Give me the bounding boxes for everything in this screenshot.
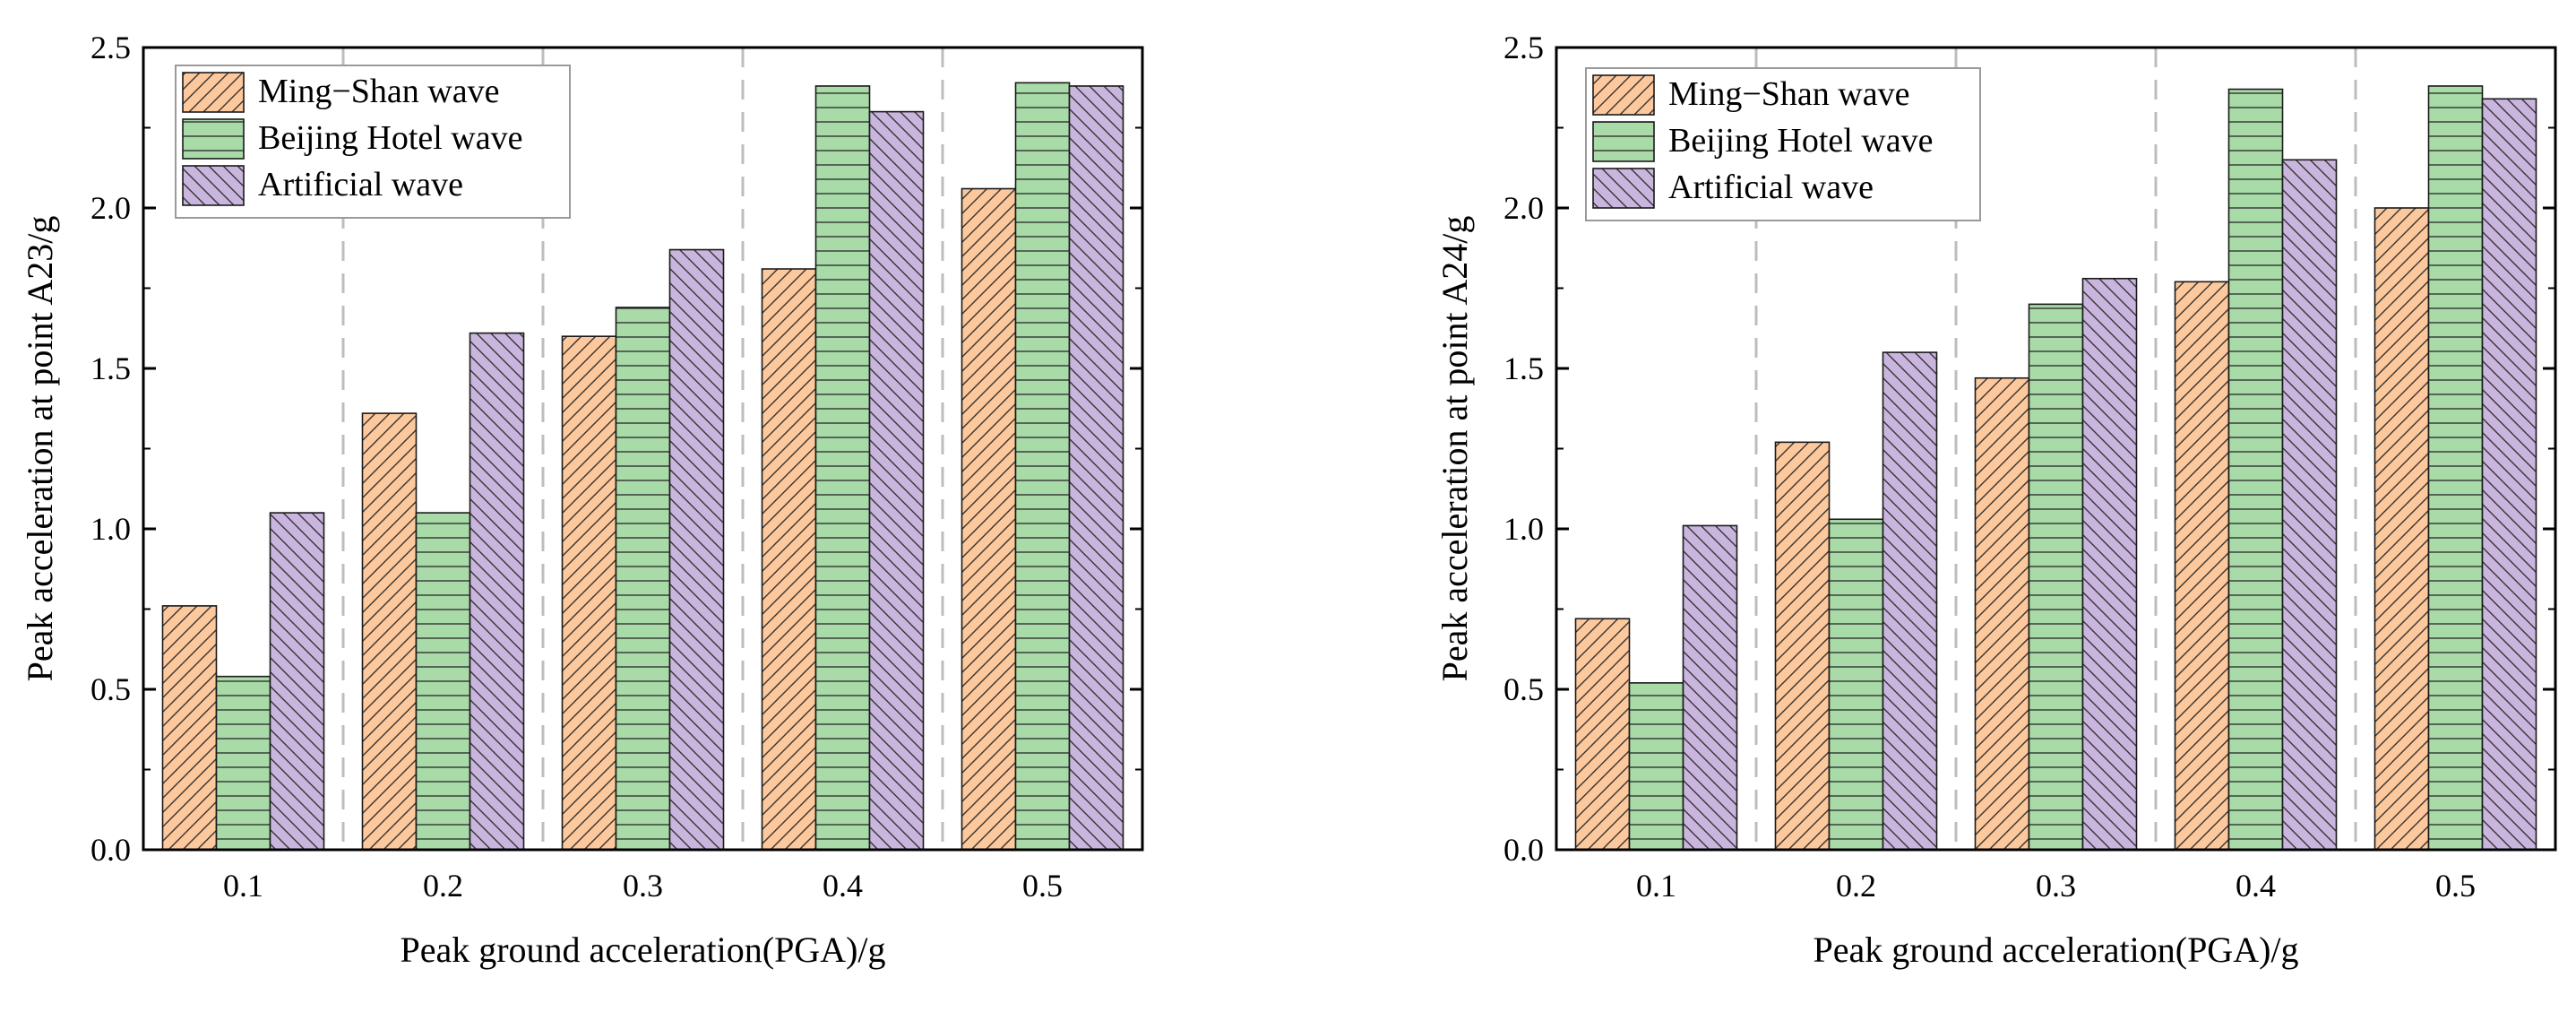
y-axis-title: Peak acceleration at point A24/g [1434, 216, 1475, 682]
legend-label: Beijing Hotel wave [1668, 122, 1933, 160]
bar-ming-shan-wave-0.3 [1974, 376, 2030, 851]
x-tick-label: 0.2 [1836, 868, 1876, 904]
bar-beijing-hotel-wave-0.3 [2028, 303, 2084, 851]
bar-ming-shan-wave-0.4 [2174, 281, 2230, 851]
bar-artificial-wave-0.1 [269, 512, 325, 851]
y-tick-label: 1.0 [1503, 511, 1544, 547]
x-tick-label: 0.2 [423, 868, 463, 904]
bar-artificial-wave-0.3 [2081, 277, 2138, 851]
bar-artificial-wave-0.3 [668, 248, 725, 851]
y-tick-label: 0.0 [1503, 832, 1544, 868]
bar-beijing-hotel-wave-0.5 [2427, 85, 2484, 851]
legend: Ming−Shan wave Beijing Hotel wave Artifici… [1585, 67, 1981, 221]
legend-swatch [182, 118, 245, 160]
legend-swatch [182, 72, 245, 113]
bar-beijing-hotel-wave-0.4 [2227, 88, 2284, 851]
x-tick-label: 0.4 [823, 868, 863, 904]
y-tick-label: 2.0 [1503, 190, 1544, 226]
chart-panel-2: 0.0 0.5 1.0 1.5 2.0 2.5 0.1 0.2 0.3 0.4 0.5 Peak gr… [1434, 30, 2557, 970]
x-tick-label: 0.5 [1022, 868, 1063, 904]
legend-swatch [1592, 74, 1655, 116]
bar-beijing-hotel-wave-0.1 [215, 675, 271, 851]
legend-swatch [1592, 121, 1655, 162]
y-tick-label: 0.0 [90, 832, 131, 868]
legend: Ming−Shan wave Beijing Hotel wave Artifici… [175, 65, 571, 219]
y-tick-label: 2.5 [90, 30, 131, 65]
x-axis-title: Peak ground acceleration(PGA)/g [1813, 930, 2298, 970]
y-tick-label: 1.5 [1503, 350, 1544, 386]
legend-label: Beijing Hotel wave [258, 119, 522, 157]
legend-label: Ming−Shan wave [1668, 75, 1909, 113]
x-tick-label: 0.3 [623, 868, 663, 904]
y-tick-label: 0.5 [1503, 671, 1544, 707]
y-tick-label: 1.0 [90, 511, 131, 547]
legend-swatch [1592, 168, 1655, 209]
x-tick-label: 0.4 [2236, 868, 2276, 904]
x-tick-label: 0.1 [223, 868, 263, 904]
legend-label: Artificial wave [1668, 169, 1874, 206]
bar-beijing-hotel-wave-0.5 [1014, 82, 1071, 851]
bar-artificial-wave-0.1 [1682, 524, 1738, 851]
legend-label: Artificial wave [258, 166, 463, 203]
bar-artificial-wave-0.4 [2281, 159, 2338, 851]
bar-artificial-wave-0.2 [1882, 351, 1938, 851]
y-tick-label: 2.5 [1503, 30, 1544, 65]
legend-label: Ming−Shan wave [258, 73, 499, 110]
bar-artificial-wave-0.5 [2481, 98, 2537, 851]
bar-artificial-wave-0.4 [868, 110, 925, 851]
bar-ming-shan-wave-0.5 [961, 187, 1017, 851]
bar-ming-shan-wave-0.4 [761, 268, 817, 851]
bar-beijing-hotel-wave-0.4 [814, 85, 871, 851]
x-axis-title: Peak ground acceleration(PGA)/g [400, 930, 885, 970]
bar-ming-shan-wave-0.2 [1774, 441, 1831, 851]
bar-ming-shan-wave-0.5 [2374, 207, 2430, 851]
bar-beijing-hotel-wave-0.2 [1828, 518, 1884, 851]
x-tick-label: 0.1 [1636, 868, 1676, 904]
bar-ming-shan-wave-0.3 [561, 335, 617, 851]
y-tick-label: 1.5 [90, 350, 131, 386]
bar-beijing-hotel-wave-0.2 [415, 512, 471, 851]
bar-artificial-wave-0.5 [1068, 85, 1124, 851]
x-tick-label: 0.5 [2435, 868, 2476, 904]
bar-ming-shan-wave-0.1 [1574, 618, 1631, 851]
legend-swatch [182, 165, 245, 206]
bar-beijing-hotel-wave-0.3 [615, 307, 671, 851]
chart-panel-1: 0.0 0.5 1.0 1.5 2.0 2.5 0.1 0.2 0.3 0.4 0.5 Peak gr… [20, 30, 1144, 970]
bar-artificial-wave-0.2 [469, 332, 525, 851]
x-tick-label: 0.3 [2036, 868, 2076, 904]
bar-ming-shan-wave-0.1 [161, 605, 218, 851]
y-tick-label: 0.5 [90, 671, 131, 707]
bar-beijing-hotel-wave-0.1 [1628, 682, 1684, 851]
y-axis-title: Peak acceleration at point A23/g [20, 216, 60, 682]
y-tick-label: 2.0 [90, 190, 131, 226]
bar-ming-shan-wave-0.2 [361, 412, 418, 851]
